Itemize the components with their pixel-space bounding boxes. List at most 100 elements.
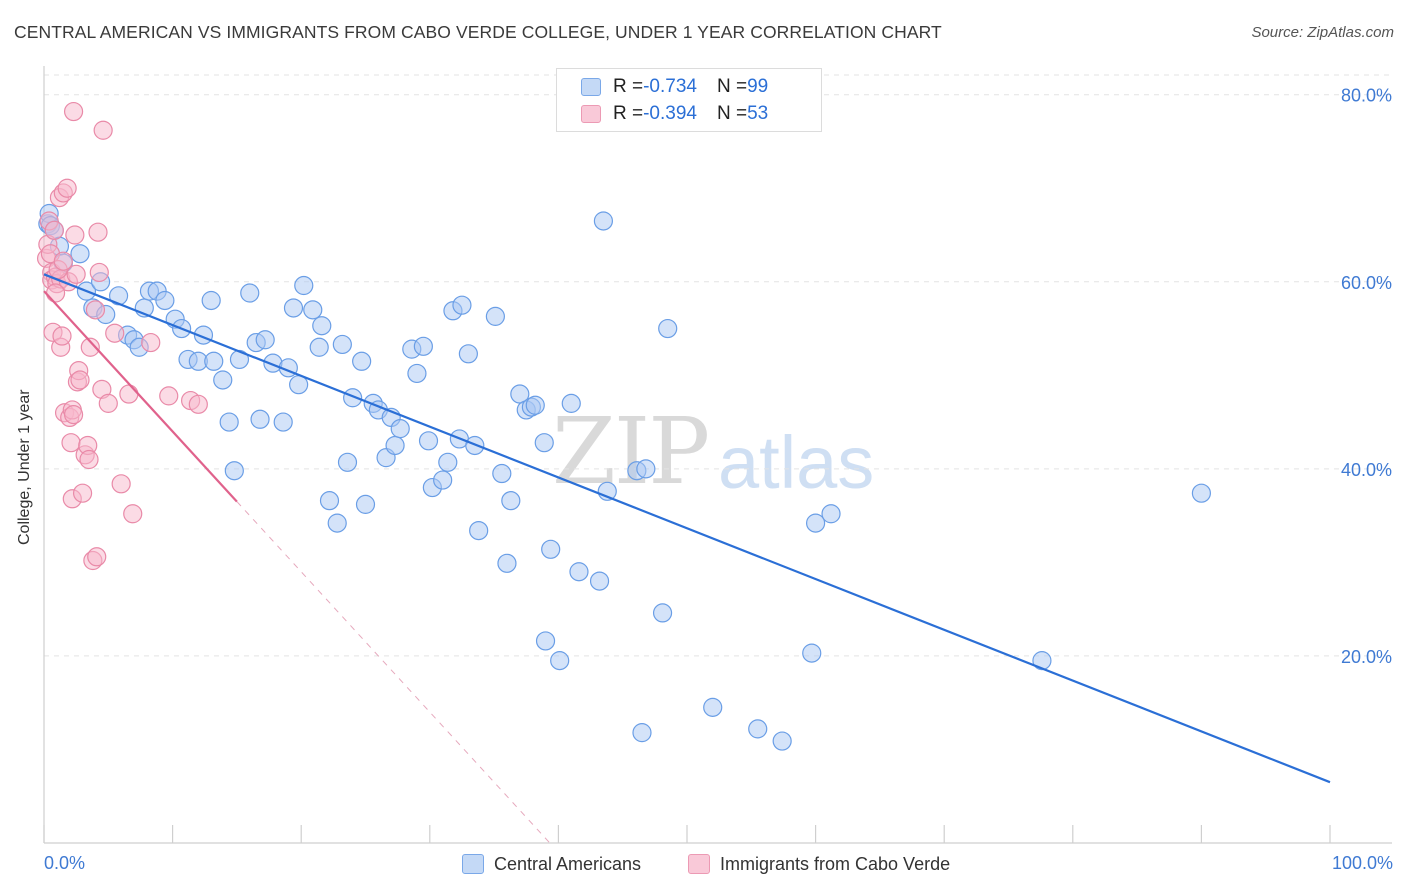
point-central-americans [352,351,372,371]
point-central-americans [240,283,260,303]
point-central-americans [658,318,678,339]
point-central-americans [772,731,792,751]
point-central-americans [541,539,561,559]
source-label: Source: ZipAtlas.com [1251,24,1394,41]
point-central-americans [294,275,314,296]
point-cabo-verde [72,483,93,503]
point-cabo-verde [80,337,100,357]
point-central-americans [303,300,323,320]
point-central-americans [204,351,224,371]
watermark-atlas: atlas [718,421,875,504]
point-cabo-verde [88,222,108,242]
legend-n-label: N = [716,76,748,97]
point-cabo-verde [61,433,81,453]
point-central-americans [652,603,673,623]
point-cabo-verde [188,394,208,414]
point-central-americans [327,513,347,533]
point-central-americans [219,412,239,432]
point-central-americans [535,631,556,651]
point-cabo-verde [111,474,131,494]
x-tick-label-min: 0.0% [44,853,85,873]
legend-swatch-blue [581,78,601,96]
point-central-americans [273,412,293,432]
point-central-americans [407,363,427,384]
point-central-americans [337,452,358,472]
point-central-americans [250,409,270,429]
point-cabo-verde [70,370,90,390]
point-central-americans [283,298,304,318]
point-central-americans [802,643,822,663]
legend-n-label: N = [716,103,748,124]
bottom-legend-label: Central Americans [494,853,642,874]
point-central-americans [748,719,768,739]
point-central-americans [438,452,458,472]
point-central-americans [413,336,433,356]
point-central-americans [569,562,589,582]
point-cabo-verde [89,262,109,283]
point-central-americans [525,395,545,415]
point-central-americans [593,211,614,231]
point-central-americans [821,504,841,524]
trend-line-cabo-verde [43,290,238,503]
point-cabo-verde [53,251,73,271]
point-central-americans [1191,483,1212,503]
point-central-americans [213,370,233,390]
legend-n-value: 99 [747,76,769,97]
point-cabo-verde [63,101,84,122]
point-central-americans [561,393,581,413]
point-central-americans [309,337,329,357]
point-central-americans [332,334,352,355]
y-tick-label: 20.0% [1341,647,1392,667]
point-cabo-verde [87,547,107,567]
point-cabo-verde [119,384,139,404]
point-central-americans [589,571,610,591]
point-central-americans [632,723,652,743]
point-cabo-verde [44,220,64,240]
point-cabo-verde [65,225,85,245]
point-central-americans [201,290,221,311]
point-central-americans [805,513,826,533]
point-central-americans [224,461,244,481]
point-central-americans [155,290,175,311]
point-central-americans [385,435,405,456]
legend-r-label: R = [613,76,644,97]
y-tick-label: 60.0% [1341,273,1392,293]
point-central-americans [534,433,554,453]
point-cabo-verde [105,323,125,343]
point-central-americans [636,459,656,479]
point-cabo-verde [98,393,118,413]
y-tick-label: 80.0% [1341,86,1392,106]
trend-line-central-americans [43,273,1331,784]
watermark-zip: ZIP [552,398,710,505]
x-tick-label-max: 100.0% [1332,853,1393,873]
point-cabo-verde [52,326,72,346]
point-cabo-verde [79,449,99,470]
point-cabo-verde [85,300,106,320]
correlation-legend: R = -0.734 N = 99 R = -0.394 N = 53 [556,68,822,132]
legend-swatch-pink [581,105,601,123]
trend-line-cabo-verde-extension [236,501,551,844]
point-central-americans [390,419,410,439]
point-cabo-verde [63,405,84,425]
bottom-legend-cabo-verde: Immigrants from Cabo Verde [688,851,950,877]
point-central-americans [703,697,723,717]
point-cabo-verde [66,264,86,284]
point-central-americans [355,494,376,514]
legend-row-central-americans: R = -0.734 N = 99 [581,74,768,100]
point-cabo-verde [159,386,179,406]
point-central-americans [255,330,275,350]
legend-r-label: R = [613,103,644,124]
point-cabo-verde [93,120,113,140]
point-central-americans [550,651,570,671]
point-central-americans [458,344,478,364]
point-central-americans [485,306,505,326]
bottom-legend-central-americans: Central Americans [462,851,641,877]
point-cabo-verde [57,178,77,198]
point-central-americans [497,553,517,573]
legend-r-value: -0.734 [643,76,697,97]
bottom-legend-swatch-pink [688,854,710,874]
point-central-americans [452,295,472,315]
point-cabo-verde [123,504,143,524]
point-central-americans [469,520,489,541]
